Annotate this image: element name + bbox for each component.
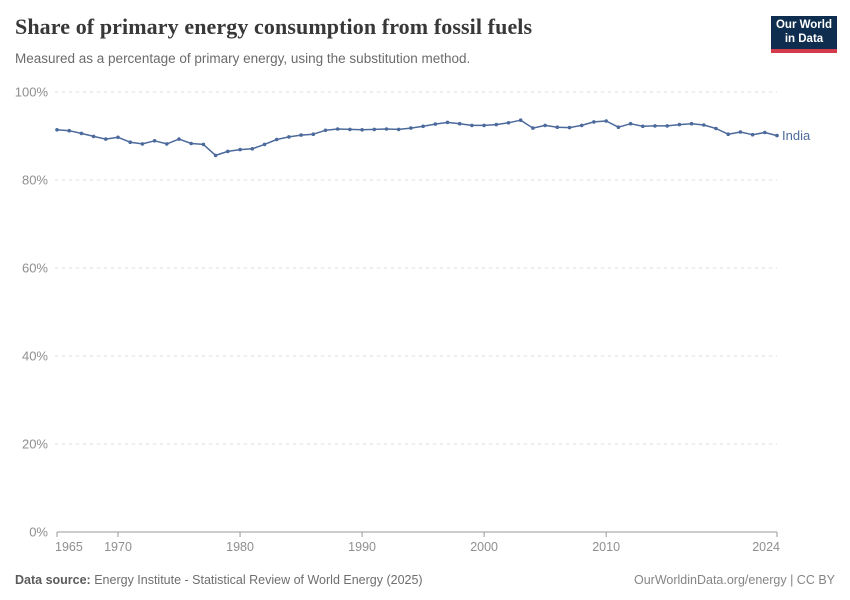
data-source-label: Data source:	[15, 573, 91, 587]
data-point-india-1989[interactable]	[348, 127, 352, 132]
data-point-india-1996[interactable]	[433, 122, 438, 126]
data-point-india-2000[interactable]	[482, 123, 486, 128]
data-point-india-1965[interactable]	[55, 128, 59, 132]
data-point-india-2004[interactable]	[531, 126, 535, 130]
chart-subtitle: Measured as a percentage of primary ener…	[15, 51, 471, 66]
data-point-india-1994[interactable]	[409, 126, 413, 130]
data-point-india-1984[interactable]	[287, 135, 291, 139]
data-point-india-1968[interactable]	[91, 134, 96, 139]
data-point-india-1967[interactable]	[79, 131, 84, 136]
data-point-india-1986[interactable]	[311, 132, 316, 136]
data-point-india-2021[interactable]	[738, 130, 743, 134]
y-tick-label-60: 60%	[22, 261, 48, 276]
owid-url-license-link[interactable]: OurWorldinData.org/energy | CC BY	[633, 573, 835, 587]
data-point-india-1991[interactable]	[372, 127, 377, 132]
data-point-india-2018[interactable]	[702, 123, 706, 127]
data-point-india-1993[interactable]	[396, 127, 401, 132]
data-point-india-2020[interactable]	[726, 132, 730, 136]
data-point-india-1998[interactable]	[457, 121, 462, 126]
data-point-india-2006[interactable]	[555, 125, 560, 129]
data-point-india-2014[interactable]	[653, 124, 657, 128]
line-chart-plot[interactable]: 0% 20% 40% 60% 80% 100% 1965 1970 1980 1990 2000 20…	[0, 80, 850, 570]
data-point-india-1987[interactable]	[323, 128, 328, 133]
data-point-india-2015[interactable]	[665, 124, 669, 128]
data-point-india-2011[interactable]	[616, 125, 621, 129]
data-point-india-1973[interactable]	[152, 139, 157, 143]
data-point-india-1988[interactable]	[335, 127, 340, 131]
y-tick-label-40: 40%	[22, 349, 48, 364]
data-point-india-2009[interactable]	[592, 120, 596, 124]
data-point-india-1966[interactable]	[67, 128, 71, 133]
y-tick-label-80: 80%	[22, 173, 48, 188]
series-label-india[interactable]: India	[782, 128, 811, 143]
x-tick-label-1965: 1965	[55, 540, 83, 554]
data-point-india-1992[interactable]	[384, 127, 389, 131]
data-point-india-1975[interactable]	[177, 137, 181, 141]
data-point-india-2024[interactable]	[775, 133, 779, 138]
x-tick-label-2024: 2024	[752, 540, 780, 554]
data-point-india-1990[interactable]	[360, 128, 364, 132]
owid-logo-accent-bar	[771, 49, 837, 53]
data-source-text: Energy Institute - Statistical Review of…	[90, 573, 423, 587]
data-point-india-2002[interactable]	[506, 121, 511, 125]
x-tick-label-1990: 1990	[348, 540, 376, 554]
series-line-india[interactable]	[56, 119, 778, 157]
data-point-india-2005[interactable]	[543, 123, 547, 128]
data-point-india-2017[interactable]	[689, 121, 694, 126]
data-point-india-1983[interactable]	[274, 137, 279, 142]
data-source-note: Data source: Energy Institute - Statisti…	[15, 573, 423, 587]
y-tick-label-20: 20%	[22, 437, 48, 452]
data-point-india-1970[interactable]	[116, 135, 120, 140]
data-point-india-1980[interactable]	[238, 147, 242, 152]
data-point-india-1979[interactable]	[226, 149, 230, 154]
data-point-india-2001[interactable]	[494, 122, 499, 127]
data-point-india-2013[interactable]	[641, 124, 645, 129]
data-point-india-2019[interactable]	[714, 126, 718, 131]
footer: Data source: Energy Institute - Statisti…	[15, 573, 835, 587]
data-point-india-2008[interactable]	[579, 123, 584, 128]
y-tick-label-0: 0%	[29, 525, 48, 540]
data-point-india-1974[interactable]	[165, 142, 169, 146]
data-point-india-2010[interactable]	[604, 119, 608, 123]
x-tick-label-1970: 1970	[104, 540, 132, 554]
data-point-india-1977[interactable]	[201, 142, 206, 147]
chart-title: Share of primary energy consumption from…	[15, 14, 533, 39]
data-point-india-1985[interactable]	[299, 133, 303, 137]
data-point-india-2003[interactable]	[518, 118, 523, 122]
data-point-india-1995[interactable]	[421, 124, 425, 129]
data-point-india-1972[interactable]	[140, 142, 145, 146]
owid-logo-text: Our World in Data	[771, 16, 837, 49]
x-tick-label-2010: 2010	[592, 540, 620, 554]
x-tick-label-1980: 1980	[226, 540, 254, 554]
data-point-india-1969[interactable]	[104, 137, 108, 141]
x-tick-label-2000: 2000	[470, 540, 498, 554]
data-point-india-2007[interactable]	[567, 125, 572, 130]
y-tick-label-100: 100%	[15, 85, 49, 100]
data-point-india-2012[interactable]	[628, 121, 633, 126]
data-point-india-1976[interactable]	[189, 141, 193, 146]
data-point-india-1982[interactable]	[262, 142, 267, 147]
data-point-india-1971[interactable]	[128, 140, 132, 144]
data-point-india-1997[interactable]	[445, 120, 450, 125]
data-point-india-2023[interactable]	[763, 130, 767, 135]
data-point-india-1978[interactable]	[213, 153, 218, 158]
data-point-india-1981[interactable]	[250, 147, 255, 151]
owid-logo[interactable]: Our World in Data	[771, 16, 837, 53]
data-point-india-2016[interactable]	[677, 122, 682, 127]
data-point-india-1999[interactable]	[470, 123, 474, 128]
data-point-india-2022[interactable]	[750, 132, 755, 137]
